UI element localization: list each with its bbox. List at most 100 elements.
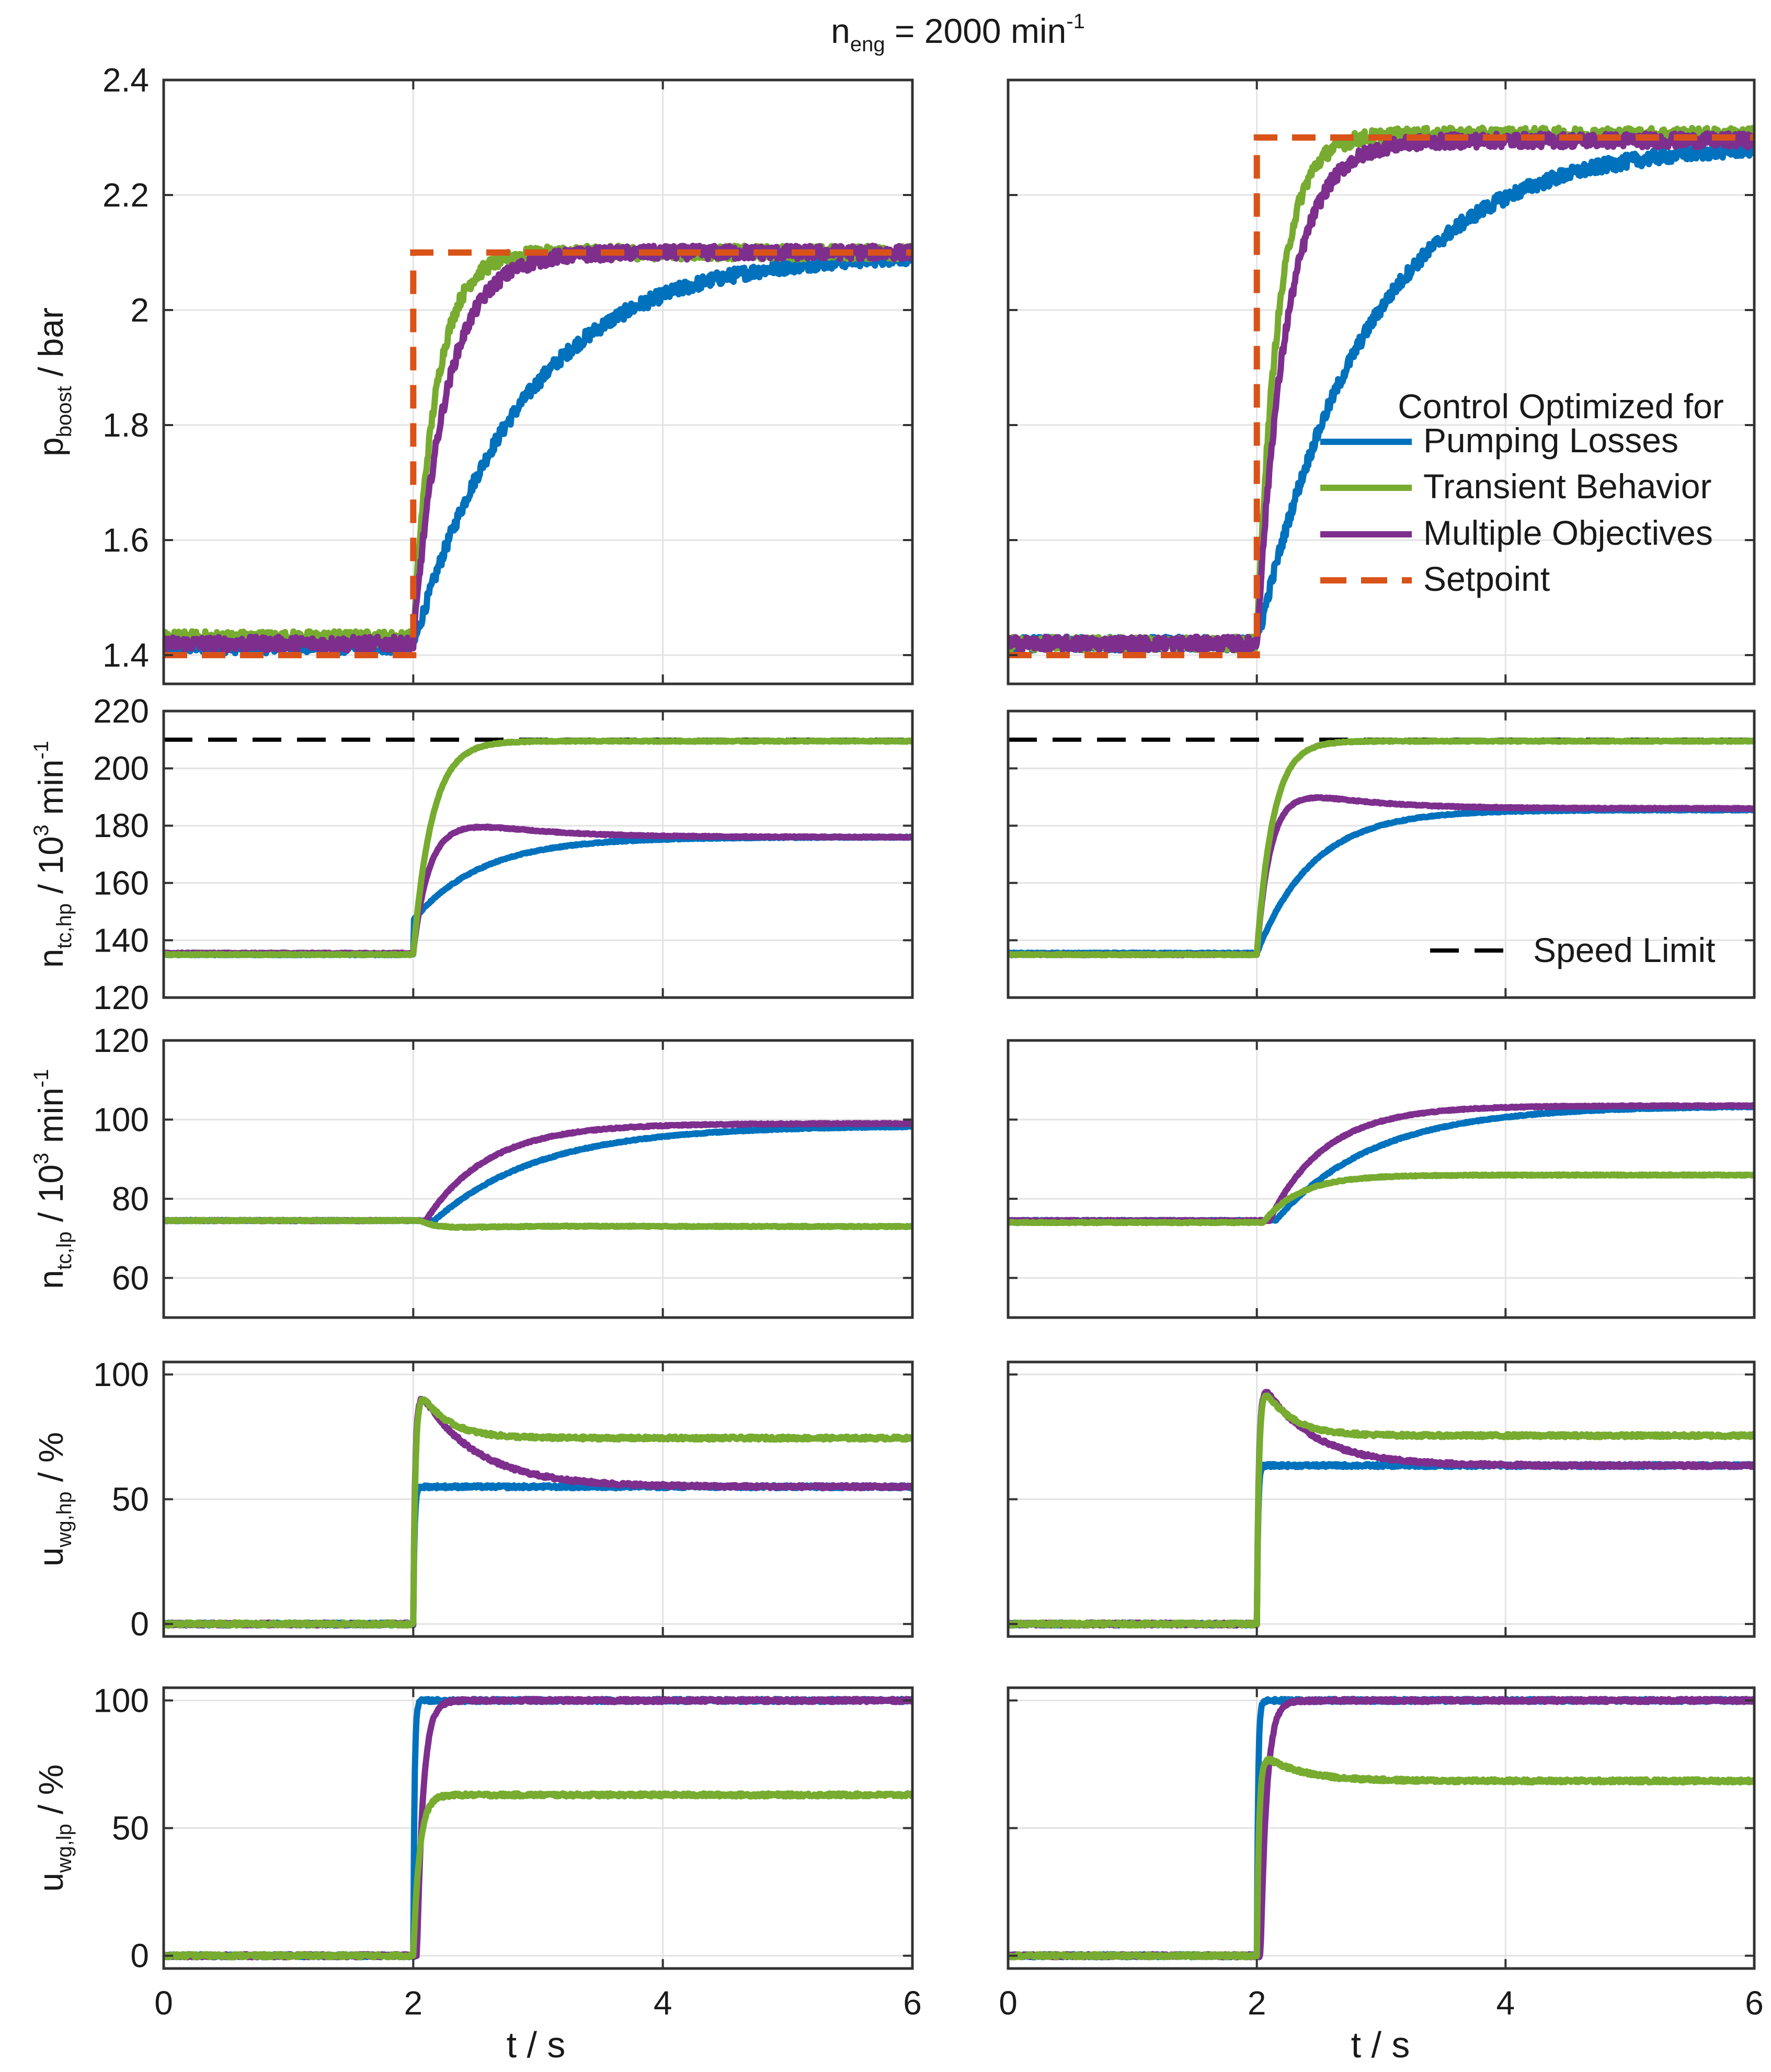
- y-axis-label-part: min: [31, 1087, 70, 1153]
- panel-n_tc_lp-right: [1007, 1039, 1756, 1319]
- figure-title-rest: = 2000 min: [885, 12, 1067, 50]
- xlabel-right: t / s: [1351, 2024, 1410, 2065]
- plot-area: [1008, 1389, 1754, 1629]
- y-axis-label-part: 3: [30, 825, 53, 836]
- panel-u_wg_lp-left: 0 50 100 0 2 4 6 uwg,lp / %: [31, 1681, 922, 2022]
- y-tick-label: 1.4: [102, 636, 149, 674]
- y-axis-label: ntc,hp / 103 min-1: [30, 741, 76, 968]
- y-axis-label-part: tc,lp: [53, 1231, 76, 1269]
- y-tick-label: 220: [93, 692, 149, 730]
- y-axis-label-part: / %: [31, 1432, 70, 1492]
- y-axis-label: uwg,lp / %: [31, 1765, 76, 1892]
- y-axis-label-part: / bar: [31, 307, 70, 386]
- plot-area: [1008, 1102, 1754, 1227]
- y-axis-label-part: / 10: [31, 1164, 70, 1231]
- series-multiple: [164, 243, 912, 654]
- y-tick-label: 140: [93, 921, 149, 959]
- series-transient: [1008, 1756, 1754, 1961]
- y-axis-label: uwg,hp / %: [31, 1432, 76, 1566]
- axes-frame: [162, 709, 914, 999]
- legend-speed-limit: Speed Limit: [1430, 931, 1716, 969]
- xlabel-left: t / s: [507, 2024, 566, 2065]
- figure-title-sub: eng: [850, 33, 885, 56]
- panel-n_tc_hp-left: 120 140 160 180 200 220 ntc,hp / 103 min-1: [30, 692, 914, 1016]
- panel-p_boost-right: [1007, 78, 1756, 685]
- y-tick-label: 2.2: [102, 176, 149, 214]
- y-axis-label-part: / %: [31, 1765, 70, 1824]
- plot-area: [164, 242, 912, 658]
- y-axis-label-part: 3: [30, 1153, 53, 1164]
- legend-label-multiple: Multiple Objectives: [1423, 513, 1713, 552]
- series-multiple: [164, 1395, 912, 1629]
- series-multiple: [1008, 130, 1754, 654]
- plot-area: [164, 1120, 912, 1231]
- y-axis-label-part: p: [31, 437, 70, 456]
- x-tick-label: 0: [154, 1984, 173, 2022]
- series-multiple: [164, 1120, 912, 1224]
- y-axis-label-part: -1: [30, 741, 53, 760]
- series-pumping: [164, 247, 912, 657]
- y-tick-label: 50: [112, 1810, 149, 1847]
- series-setpoint: [164, 249, 912, 658]
- series-multiple: [1008, 1389, 1754, 1629]
- plot-area: [1008, 737, 1754, 958]
- panel-u_wg_lp-right: 0 2 4 6: [999, 1686, 1764, 2022]
- axes-frame: [1007, 1039, 1756, 1319]
- y-tick-label: 100: [93, 1356, 149, 1393]
- y-tick-label: 100: [93, 1101, 149, 1138]
- legend-title: Control Optimized for: [1398, 387, 1724, 426]
- y-tick-label: 160: [93, 864, 149, 902]
- legend-label-transient: Transient Behavior: [1423, 467, 1712, 506]
- y-axis-label: ntc,lp / 103 min-1: [30, 1069, 76, 1289]
- y-tick-label: 50: [112, 1481, 149, 1518]
- series-pumping: [164, 833, 912, 958]
- legend-label-pumping: Pumping Losses: [1423, 421, 1678, 460]
- y-tick-label: 0: [130, 1605, 149, 1643]
- x-tick-label: 6: [903, 1984, 922, 2022]
- series-transient: [164, 1790, 912, 1961]
- x-tick-label: 4: [1496, 1984, 1515, 2022]
- y-axis-label-part: tc,hp: [53, 903, 76, 949]
- plot-area: [1008, 124, 1754, 658]
- axes-frame: [1007, 709, 1756, 999]
- series-transient: [164, 737, 912, 958]
- axes-frame: [162, 1039, 914, 1319]
- y-axis-label-part: u: [31, 1547, 70, 1566]
- series-setpoint: [1008, 134, 1754, 658]
- series-pumping: [164, 1482, 912, 1629]
- series-transient: [1008, 1392, 1754, 1629]
- figure-title-main: n: [831, 12, 850, 50]
- y-tick-label: 200: [93, 750, 149, 787]
- axes-frame: [1007, 78, 1756, 685]
- y-tick-label: 180: [93, 807, 149, 844]
- panel-n_tc_lp-left: 60 80 100 120 ntc,lp / 103 min-1: [30, 1022, 914, 1319]
- plot-area: [164, 1696, 912, 1961]
- series-transient: [164, 1217, 912, 1231]
- series-transient: [164, 242, 912, 648]
- legend-label-limit: Speed Limit: [1533, 931, 1716, 969]
- panel-p_boost-left: 1.4 1.6 1.8 2 2.2 2.4 pboost / bar: [31, 61, 914, 685]
- xlabel-group: t / s t / s: [507, 2024, 1410, 2065]
- y-tick-label: 120: [93, 1022, 149, 1059]
- y-tick-label: 1.6: [102, 521, 149, 559]
- figure-title-sup: -1: [1066, 10, 1085, 33]
- series-multiple: [164, 823, 912, 957]
- y-tick-label: 2: [130, 291, 149, 329]
- y-axis-label-part: / 10: [31, 836, 70, 903]
- y-axis-label-part: boost: [53, 386, 76, 437]
- x-tick-label: 2: [1248, 1984, 1266, 2022]
- y-axis-label-part: wg,hp: [53, 1492, 76, 1548]
- y-axis-label-part: -1: [30, 1069, 53, 1087]
- x-tick-label: 2: [404, 1984, 423, 2022]
- y-tick-label: 0: [130, 1937, 149, 1975]
- x-tick-label: 0: [999, 1984, 1018, 2022]
- y-tick-label: 80: [112, 1180, 149, 1218]
- panels: 1.4 1.6 1.8 2 2.2 2.4 pboost / bar 120 140 160 180…: [30, 61, 1764, 2022]
- series-transient: [1008, 1171, 1754, 1227]
- y-axis-label-part: u: [31, 1873, 70, 1892]
- panel-n_tc_hp-right: [1007, 709, 1756, 999]
- y-axis-label-part: n: [31, 1270, 70, 1289]
- plot-area: [164, 737, 912, 958]
